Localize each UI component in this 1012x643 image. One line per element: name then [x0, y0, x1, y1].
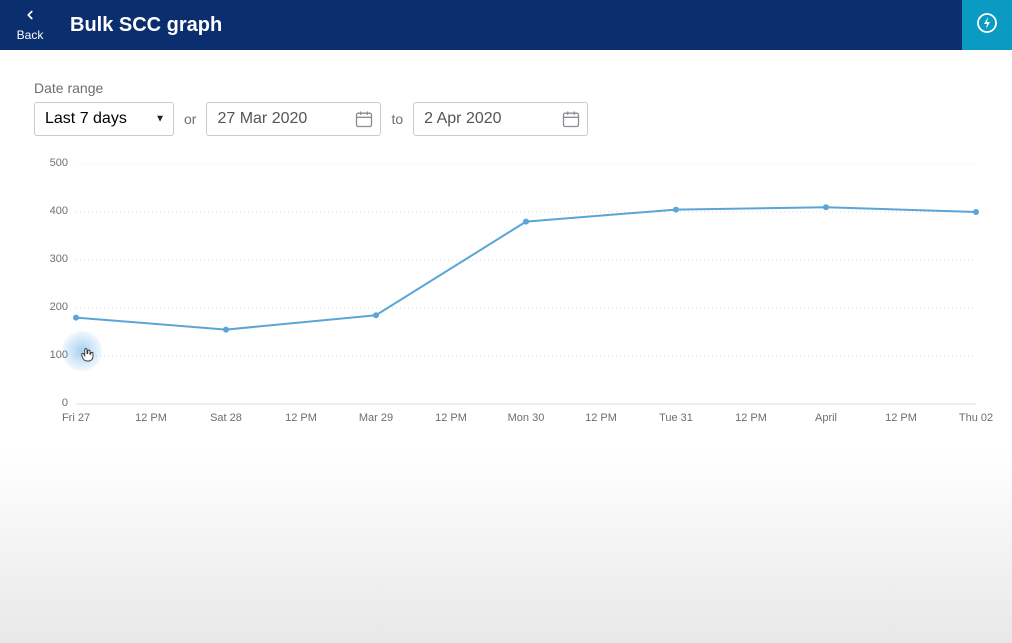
to-date-value: 2 Apr 2020 — [424, 110, 501, 128]
page-title: Bulk SCC graph — [70, 14, 222, 37]
or-label: or — [184, 111, 196, 127]
content-area: Date range Last 7 days ▼ or 27 Mar 2020 … — [0, 50, 1012, 434]
lightning-icon — [975, 11, 999, 40]
caret-down-icon: ▼ — [155, 114, 165, 125]
from-date-value: 27 Mar 2020 — [217, 110, 307, 128]
to-date-input[interactable]: 2 Apr 2020 — [413, 102, 588, 136]
app-header: Back Bulk SCC graph — [0, 0, 1012, 50]
calendar-icon — [561, 109, 581, 129]
chevron-left-icon — [23, 8, 37, 26]
back-button[interactable]: Back — [0, 8, 60, 42]
controls-row: Last 7 days ▼ or 27 Mar 2020 to 2 Apr 20… — [34, 102, 978, 136]
preset-range-value: Last 7 days — [45, 110, 127, 128]
back-label: Back — [17, 28, 44, 42]
scc-line-chart: 0100200300400500Fri 2712 PMSat 2812 PMMa… — [34, 164, 980, 434]
calendar-icon — [354, 109, 374, 129]
preset-range-select[interactable]: Last 7 days ▼ — [34, 102, 174, 136]
from-date-input[interactable]: 27 Mar 2020 — [206, 102, 381, 136]
date-range-label: Date range — [34, 80, 978, 96]
refresh-button[interactable] — [962, 0, 1012, 50]
to-label: to — [391, 111, 403, 127]
